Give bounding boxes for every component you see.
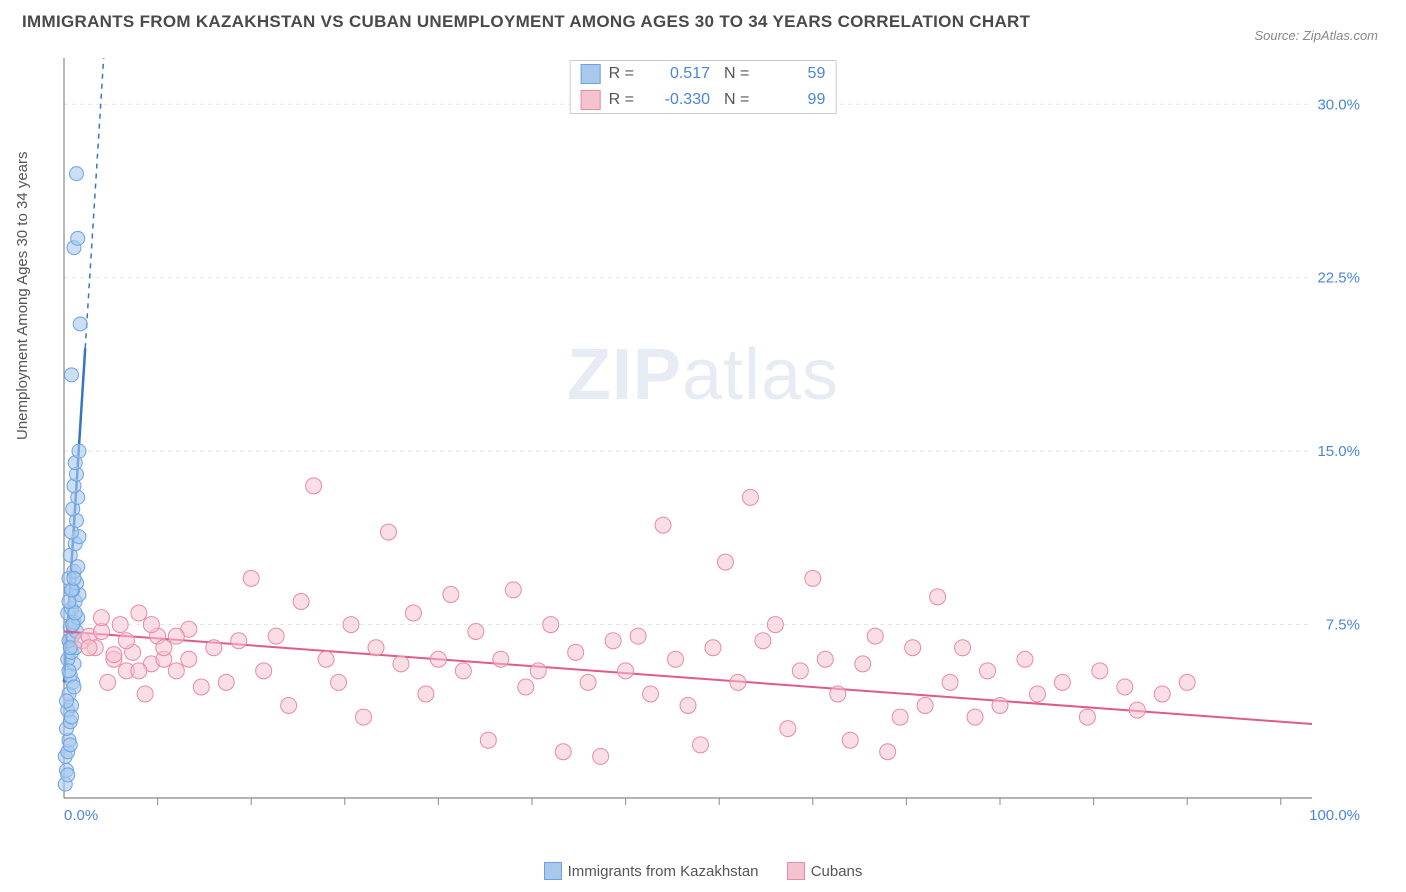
- stats-r-value: 0.517: [640, 65, 710, 83]
- stats-n-label: N =: [724, 91, 749, 109]
- legend-label-series2: Cubans: [811, 863, 863, 880]
- legend-item-series2: Cubans: [787, 862, 863, 880]
- legend-label-series1: Immigrants from Kazakhstan: [568, 863, 759, 880]
- svg-text:100.0%: 100.0%: [1309, 807, 1360, 824]
- stats-r-label: R =: [609, 91, 634, 109]
- scatter-chart: 7.5% 15.0% 22.5% 30.0% 0.0% 100.0%: [56, 54, 1372, 824]
- stats-swatch: [581, 64, 601, 84]
- svg-text:30.0%: 30.0%: [1317, 96, 1360, 113]
- bottom-legend: Immigrants from Kazakhstan Cubans: [0, 862, 1406, 884]
- stats-n-value: 59: [755, 65, 825, 83]
- stats-row: R = -0.330 N = 99: [571, 87, 836, 113]
- chart-title: IMMIGRANTS FROM KAZAKHSTAN VS CUBAN UNEM…: [22, 12, 1030, 32]
- stats-row: R = 0.517 N = 59: [571, 61, 836, 87]
- stats-n-value: 99: [755, 91, 825, 109]
- stats-n-label: N =: [724, 65, 749, 83]
- stats-legend-box: R = 0.517 N = 59 R = -0.330 N = 99: [570, 60, 837, 114]
- svg-text:15.0%: 15.0%: [1317, 443, 1360, 460]
- stats-r-value: -0.330: [640, 91, 710, 109]
- stats-r-label: R =: [609, 65, 634, 83]
- y-axis-label: Unemployment Among Ages 30 to 34 years: [14, 151, 31, 440]
- source-label: Source: ZipAtlas.com: [1254, 28, 1378, 43]
- svg-text:0.0%: 0.0%: [64, 807, 98, 824]
- stats-swatch: [581, 90, 601, 110]
- svg-text:22.5%: 22.5%: [1317, 270, 1360, 287]
- legend-swatch-series2: [787, 862, 805, 880]
- svg-text:7.5%: 7.5%: [1326, 617, 1360, 634]
- legend-item-series1: Immigrants from Kazakhstan: [544, 862, 759, 880]
- legend-swatch-series1: [544, 862, 562, 880]
